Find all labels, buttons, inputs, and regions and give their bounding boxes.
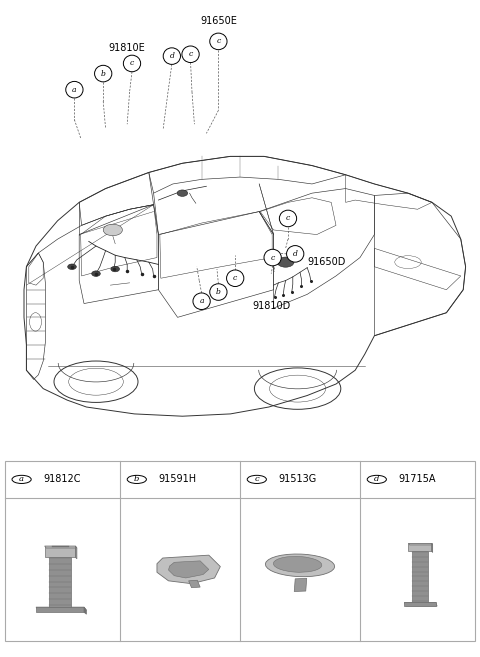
Text: b: b <box>101 70 106 78</box>
Polygon shape <box>157 555 220 583</box>
Polygon shape <box>189 580 200 587</box>
Ellipse shape <box>274 556 322 572</box>
Text: a: a <box>199 297 204 306</box>
Circle shape <box>210 33 227 50</box>
Polygon shape <box>408 543 432 545</box>
Circle shape <box>95 65 112 82</box>
Polygon shape <box>45 546 75 557</box>
Circle shape <box>123 55 141 72</box>
Circle shape <box>210 284 227 300</box>
Text: 91650D: 91650D <box>307 257 346 267</box>
Text: d: d <box>374 476 380 484</box>
Polygon shape <box>412 551 428 602</box>
Ellipse shape <box>92 271 100 277</box>
Text: 91650E: 91650E <box>200 16 237 26</box>
Ellipse shape <box>111 266 120 272</box>
Circle shape <box>367 475 386 484</box>
Circle shape <box>163 48 180 64</box>
Text: a: a <box>19 476 24 484</box>
Circle shape <box>227 270 244 286</box>
Polygon shape <box>404 602 435 606</box>
Text: c: c <box>189 51 192 58</box>
Ellipse shape <box>68 264 76 269</box>
Text: 91810D: 91810D <box>252 301 290 311</box>
Circle shape <box>127 475 146 484</box>
Text: a: a <box>72 85 77 94</box>
Polygon shape <box>404 602 437 606</box>
Circle shape <box>264 249 281 266</box>
Polygon shape <box>75 546 77 559</box>
Text: 91513G: 91513G <box>278 474 317 484</box>
Ellipse shape <box>265 554 335 577</box>
Circle shape <box>66 81 83 98</box>
Circle shape <box>247 475 266 484</box>
Polygon shape <box>84 607 86 614</box>
Circle shape <box>182 46 199 62</box>
Circle shape <box>12 475 31 484</box>
Text: c: c <box>216 37 220 45</box>
Polygon shape <box>45 546 77 548</box>
Polygon shape <box>408 543 432 551</box>
Polygon shape <box>168 561 209 578</box>
Text: 91810E: 91810E <box>109 43 145 53</box>
Circle shape <box>193 293 210 309</box>
Circle shape <box>287 246 304 262</box>
Ellipse shape <box>103 224 122 236</box>
Text: c: c <box>130 60 134 68</box>
Text: d: d <box>169 52 174 60</box>
Polygon shape <box>36 607 86 610</box>
Bar <box>5 461 475 641</box>
Text: c: c <box>254 476 259 484</box>
Circle shape <box>279 210 297 227</box>
Text: c: c <box>286 214 290 223</box>
Text: 91715A: 91715A <box>398 474 436 484</box>
Text: 91812C: 91812C <box>43 474 81 484</box>
Ellipse shape <box>177 190 188 196</box>
Polygon shape <box>36 607 84 612</box>
Polygon shape <box>49 557 71 607</box>
Text: c: c <box>233 274 237 283</box>
Text: b: b <box>216 288 221 296</box>
Ellipse shape <box>277 257 294 267</box>
Text: c: c <box>271 254 275 261</box>
Text: d: d <box>293 250 298 258</box>
Text: 91591H: 91591H <box>158 474 196 484</box>
Text: b: b <box>134 476 140 484</box>
Polygon shape <box>294 578 307 591</box>
